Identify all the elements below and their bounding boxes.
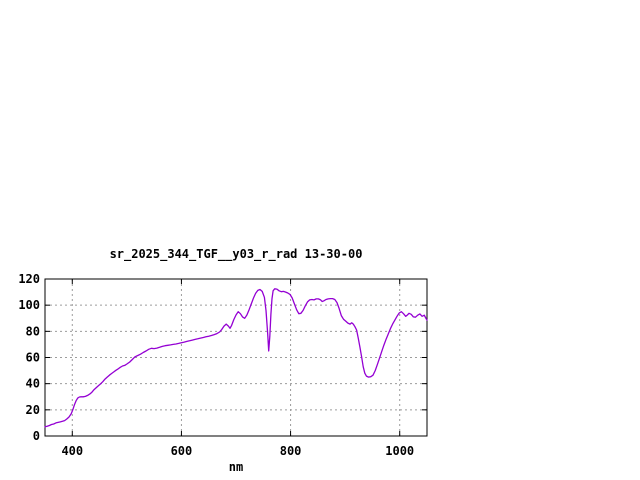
y-tick-label: 40	[26, 377, 40, 391]
y-tick-label: 100	[18, 298, 40, 312]
y-tick-label: 0	[33, 429, 40, 443]
x-tick-label: 1000	[385, 444, 414, 458]
y-tick-label: 120	[18, 272, 40, 286]
x-tick-label: 400	[61, 444, 83, 458]
chart-title: sr_2025_344_TGF__y03_r_rad 13-30-00	[109, 247, 363, 261]
x-axis-label: nm	[228, 460, 244, 474]
spectrum-curve	[44, 288, 428, 428]
x-tick-label: 600	[171, 444, 193, 458]
y-tick-label: 20	[26, 403, 40, 417]
x-tick-label: 800	[280, 444, 302, 458]
y-tick-label: 80	[26, 324, 40, 338]
y-tick-label: 60	[26, 351, 40, 365]
